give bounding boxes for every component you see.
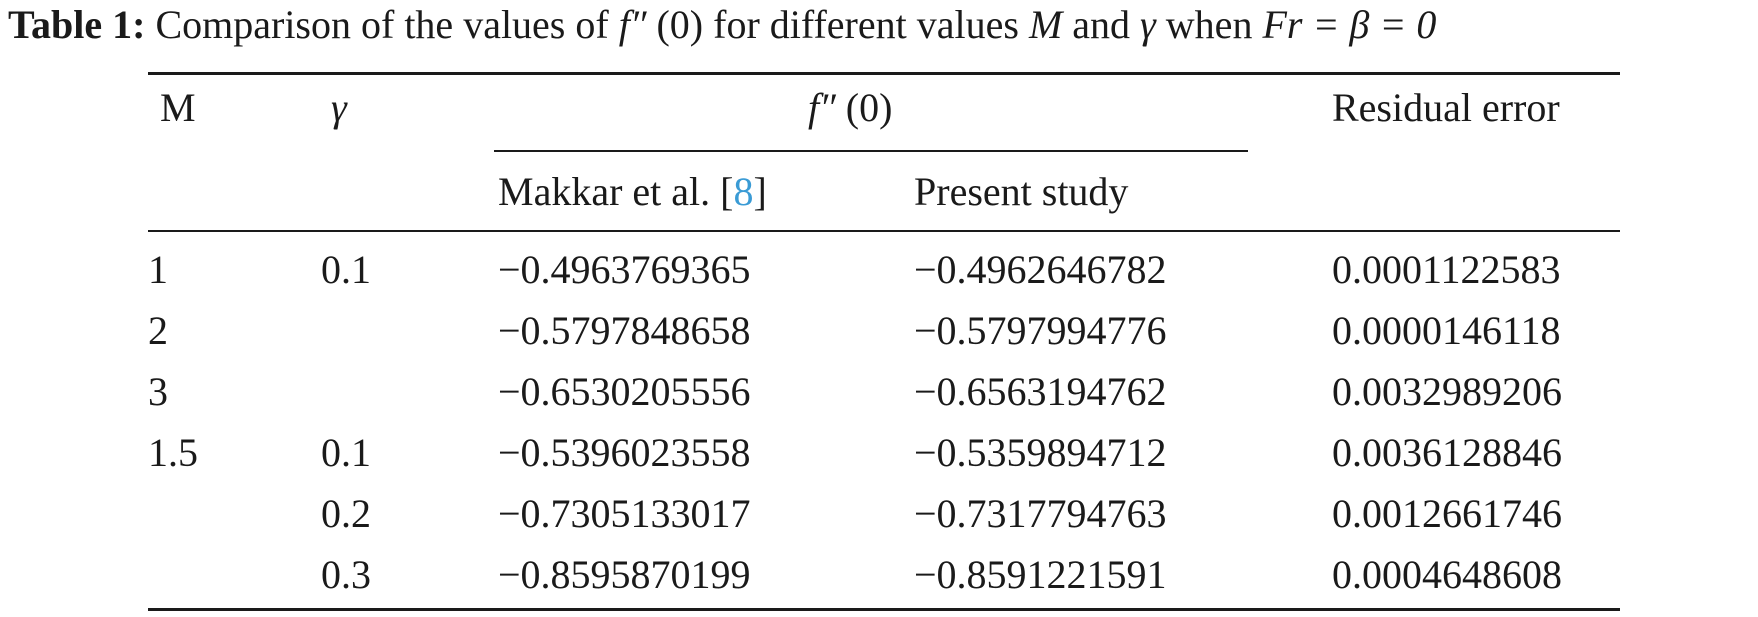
row-6-residual: 0.0004648608 [1332, 552, 1562, 597]
header-fpp-arg: (0) [845, 85, 893, 130]
row-6-makkar: −0.8595870199 [498, 552, 751, 597]
header-makkar-suffix: ] [753, 169, 767, 214]
row-1-gamma: 0.1 [321, 247, 371, 292]
header-residual: Residual error [1332, 85, 1560, 130]
caption-when: when [1165, 2, 1253, 47]
row-4-residual: 0.0036128846 [1332, 430, 1562, 475]
caption-var-gamma: γ [1140, 2, 1156, 47]
caption-and: and [1072, 2, 1131, 47]
row-3-makkar: −0.6530205556 [498, 369, 751, 414]
header-fpp: f″ (0) [808, 84, 892, 132]
row-6-gamma: 0.3 [321, 552, 371, 597]
table-bottom-rule [148, 608, 1620, 611]
caption-condition: Fr = β = 0 [1262, 2, 1437, 47]
row-1-residual: 0.0001122583 [1332, 247, 1561, 292]
caption-label: Table 1: [8, 2, 146, 47]
header-m: M [160, 85, 196, 130]
row-4-m: 1.5 [148, 430, 198, 475]
caption-fpp-symbol: f″ [618, 2, 647, 47]
row-3-m: 3 [148, 369, 168, 414]
table-header-rule [148, 230, 1620, 232]
caption-var-m: M [1028, 2, 1063, 47]
row-2-m: 2 [148, 308, 168, 353]
header-fpp-symbol: f″ [808, 85, 836, 130]
header-present: Present study [914, 169, 1129, 214]
row-1-m: 1 [148, 247, 168, 292]
row-5-present: −0.7317794763 [914, 491, 1167, 536]
caption-fpp-arg: (0) [656, 2, 704, 47]
row-2-residual: 0.0000146118 [1332, 308, 1561, 353]
header-makkar-prefix: Makkar et al. [ [498, 169, 734, 214]
row-4-makkar: −0.5396023558 [498, 430, 751, 475]
row-4-present: −0.5359894712 [914, 430, 1167, 475]
header-gamma: γ [331, 85, 347, 130]
citation-link-8[interactable]: 8 [733, 169, 754, 214]
row-3-residual: 0.0032989206 [1332, 369, 1562, 414]
row-5-gamma: 0.2 [321, 491, 371, 536]
row-2-present: −0.5797994776 [914, 308, 1167, 353]
row-5-makkar: −0.7305133017 [498, 491, 751, 536]
row-2-makkar: −0.5797848658 [498, 308, 751, 353]
row-5-residual: 0.0012661746 [1332, 491, 1562, 536]
row-6-present: −0.8591221591 [914, 552, 1167, 597]
caption-text-middle: for different values [713, 2, 1019, 47]
header-makkar: Makkar et al. [8] [498, 168, 767, 216]
row-1-present: −0.4962646782 [914, 247, 1167, 292]
table-top-rule [148, 72, 1620, 75]
caption-text-before: Comparison of the values of [155, 2, 609, 47]
table-caption: Table 1: Comparison of the values of f″ … [8, 2, 1436, 48]
fpp-subheader-rule [494, 150, 1248, 152]
row-3-present: −0.6563194762 [914, 369, 1167, 414]
row-1-makkar: −0.4963769365 [498, 247, 751, 292]
row-4-gamma: 0.1 [321, 430, 371, 475]
